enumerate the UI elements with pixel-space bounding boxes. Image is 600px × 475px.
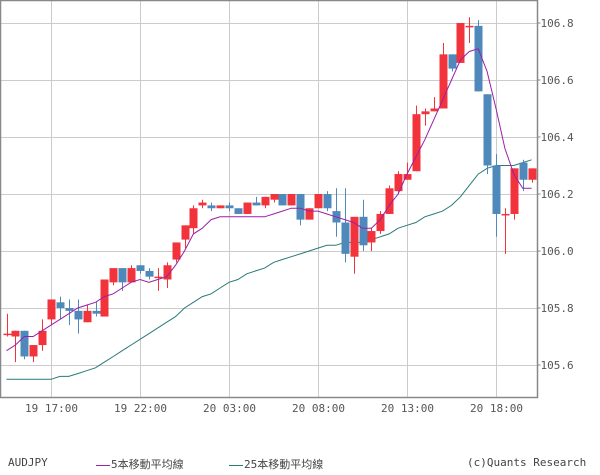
- svg-text:20 03:00: 20 03:00: [203, 402, 256, 415]
- candlestick-chart: 105.6 105.8 106.0 106.2 106.4 106.6 106.8 19 1…: [0, 0, 574, 415]
- ma25-line: [6, 159, 532, 380]
- symbol-label: AUDJPY: [8, 456, 48, 469]
- ma5-label: 5本移動平均線: [111, 458, 184, 471]
- legend-ma25: 25本移動平均線: [229, 456, 323, 472]
- candles: [3, 17, 537, 363]
- legend-credit: (c)Quants Research: [467, 456, 586, 469]
- svg-text:19 22:00: 19 22:00: [114, 402, 167, 415]
- ma25-swatch-icon: [229, 464, 243, 466]
- svg-text:105.8: 105.8: [541, 302, 574, 315]
- credit-label: (c)Quants Research: [467, 456, 587, 469]
- legend-ma5: 5本移動平均線: [96, 456, 184, 472]
- svg-text:106.6: 106.6: [541, 74, 574, 87]
- x-axis: 19 17:00 19 22:00 20 03:00 20 08:00 20 13:00…: [25, 402, 523, 415]
- plot-frame: [0, 0, 539, 399]
- legend-symbol: AUDJPY: [8, 456, 48, 469]
- ma25-label: 25本移動平均線: [244, 458, 324, 471]
- svg-text:20 08:00: 20 08:00: [292, 402, 345, 415]
- svg-text:20 18:00: 20 18:00: [470, 402, 523, 415]
- ma5-swatch-icon: [96, 464, 110, 466]
- svg-text:106.4: 106.4: [541, 131, 574, 144]
- svg-text:19 17:00: 19 17:00: [25, 402, 78, 415]
- svg-text:20 13:00: 20 13:00: [381, 402, 434, 415]
- svg-text:106.2: 106.2: [541, 188, 574, 201]
- ma5-line: [6, 48, 532, 352]
- svg-text:106.8: 106.8: [541, 17, 574, 30]
- y-axis: 105.6 105.8 106.0 106.2 106.4 106.6 106.8: [537, 17, 574, 372]
- svg-text:106.0: 106.0: [541, 245, 574, 258]
- svg-text:105.6: 105.6: [541, 359, 574, 372]
